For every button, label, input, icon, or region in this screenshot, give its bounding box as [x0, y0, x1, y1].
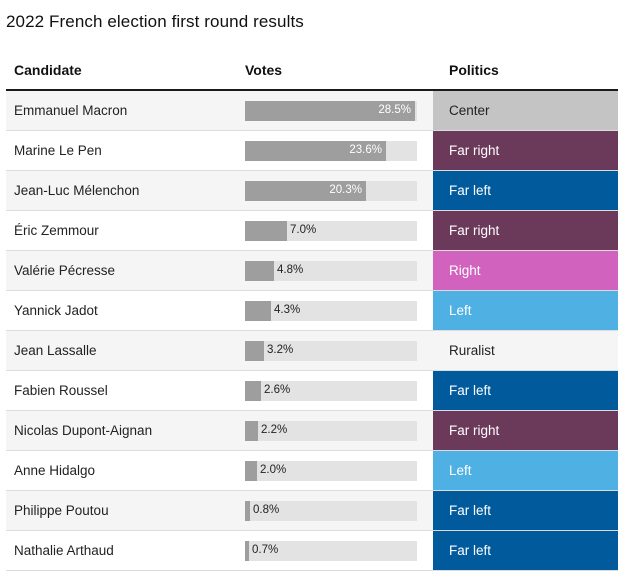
- vote-bar-track: 7.0%: [245, 221, 417, 241]
- vote-bar-track: 3.2%: [245, 341, 417, 361]
- candidate-name: Nathalie Arthaud: [14, 543, 114, 558]
- vote-bar: [245, 341, 264, 361]
- table-row: Yannick Jadot 4.3% Left: [6, 291, 618, 331]
- politics-cell: Right: [433, 251, 618, 290]
- candidate-name: Nicolas Dupont-Aignan: [14, 423, 153, 438]
- vote-bar: [245, 101, 415, 121]
- vote-value-label: 7.0%: [290, 224, 317, 236]
- table-row: Philippe Poutou 0.8% Far left: [6, 491, 618, 531]
- table-row: Éric Zemmour 7.0% Far right: [6, 211, 618, 251]
- table-row: Valérie Pécresse 4.8% Right: [6, 251, 618, 291]
- vote-value-label: 2.2%: [261, 424, 288, 436]
- vote-bar-track: 0.8%: [245, 501, 417, 521]
- vote-bar-track: 0.7%: [245, 541, 417, 561]
- vote-bar: [245, 261, 274, 281]
- vote-bar-track: 4.8%: [245, 261, 417, 281]
- votes-column-header: Votes: [245, 62, 283, 78]
- chart-title: 2022 French election first round results: [6, 12, 304, 31]
- table-row: Marine Le Pen 23.6% Far right: [6, 131, 618, 171]
- politics-cell: Left: [433, 451, 618, 490]
- table-row: Nathalie Arthaud 0.7% Far left: [6, 531, 618, 571]
- vote-bar: [245, 461, 257, 481]
- vote-value-label: 2.0%: [260, 464, 287, 476]
- candidate-name: Fabien Roussel: [14, 383, 108, 398]
- vote-bar-track: 20.3%: [245, 181, 417, 201]
- politics-column-header: Politics: [449, 62, 499, 78]
- candidate-name: Jean Lassalle: [14, 343, 97, 358]
- table-row: Jean-Luc Mélenchon 20.3% Far left: [6, 171, 618, 211]
- candidate-name: Anne Hidalgo: [14, 463, 96, 478]
- vote-bar-track: 2.0%: [245, 461, 417, 481]
- vote-value-label: 4.8%: [277, 264, 304, 276]
- politics-cell: Far left: [433, 491, 618, 530]
- vote-bar: [245, 301, 271, 321]
- candidate-name: Jean-Luc Mélenchon: [14, 183, 140, 198]
- vote-bar-track: 4.3%: [245, 301, 417, 321]
- vote-bar: [245, 141, 386, 161]
- candidate-name: Yannick Jadot: [14, 303, 98, 318]
- vote-bar: [245, 541, 249, 561]
- politics-cell: Ruralist: [449, 343, 495, 358]
- vote-bar: [245, 381, 261, 401]
- table-row: Jean Lassalle 3.2% Ruralist: [6, 331, 618, 371]
- politics-cell: Far right: [433, 411, 618, 450]
- candidate-name: Emmanuel Macron: [14, 103, 128, 118]
- vote-bar-track: 28.5%: [245, 101, 417, 121]
- table-row: Nicolas Dupont-Aignan 2.2% Far right: [6, 411, 618, 451]
- politics-cell: Left: [433, 291, 618, 330]
- results-table: Candidate Votes Politics Emmanuel Macron…: [6, 50, 618, 571]
- politics-cell: Far left: [433, 531, 618, 570]
- table-row: Anne Hidalgo 2.0% Left: [6, 451, 618, 491]
- vote-bar: [245, 181, 366, 201]
- vote-bar: [245, 421, 258, 441]
- table-body: Emmanuel Macron 28.5% Center Marine Le Pen 2…: [6, 91, 618, 571]
- vote-bar-track: 2.2%: [245, 421, 417, 441]
- vote-bar-track: 23.6%: [245, 141, 417, 161]
- vote-bar-track: 2.6%: [245, 381, 417, 401]
- candidate-name: Valérie Pécresse: [14, 263, 116, 278]
- table-row: Fabien Roussel 2.6% Far left: [6, 371, 618, 411]
- vote-value-label: 0.8%: [253, 504, 280, 516]
- politics-cell: Far right: [433, 131, 618, 170]
- candidate-name: Éric Zemmour: [14, 223, 99, 238]
- vote-value-label: 0.7%: [252, 544, 279, 556]
- politics-cell: Far left: [433, 171, 618, 210]
- politics-cell: Far left: [433, 371, 618, 410]
- vote-bar: [245, 221, 287, 241]
- vote-value-label: 4.3%: [274, 304, 301, 316]
- vote-value-label: 28.5%: [378, 104, 411, 116]
- candidate-name: Marine Le Pen: [14, 143, 102, 158]
- candidate-name: Philippe Poutou: [14, 503, 109, 518]
- politics-cell: Far right: [433, 211, 618, 250]
- vote-value-label: 23.6%: [349, 144, 382, 156]
- vote-value-label: 3.2%: [267, 344, 294, 356]
- table-row: Emmanuel Macron 28.5% Center: [6, 91, 618, 131]
- table-header: Candidate Votes Politics: [6, 50, 618, 91]
- politics-cell: Center: [433, 91, 618, 130]
- vote-value-label: 20.3%: [329, 184, 362, 196]
- vote-bar: [245, 501, 250, 521]
- candidate-column-header: Candidate: [14, 62, 82, 78]
- vote-value-label: 2.6%: [264, 384, 291, 396]
